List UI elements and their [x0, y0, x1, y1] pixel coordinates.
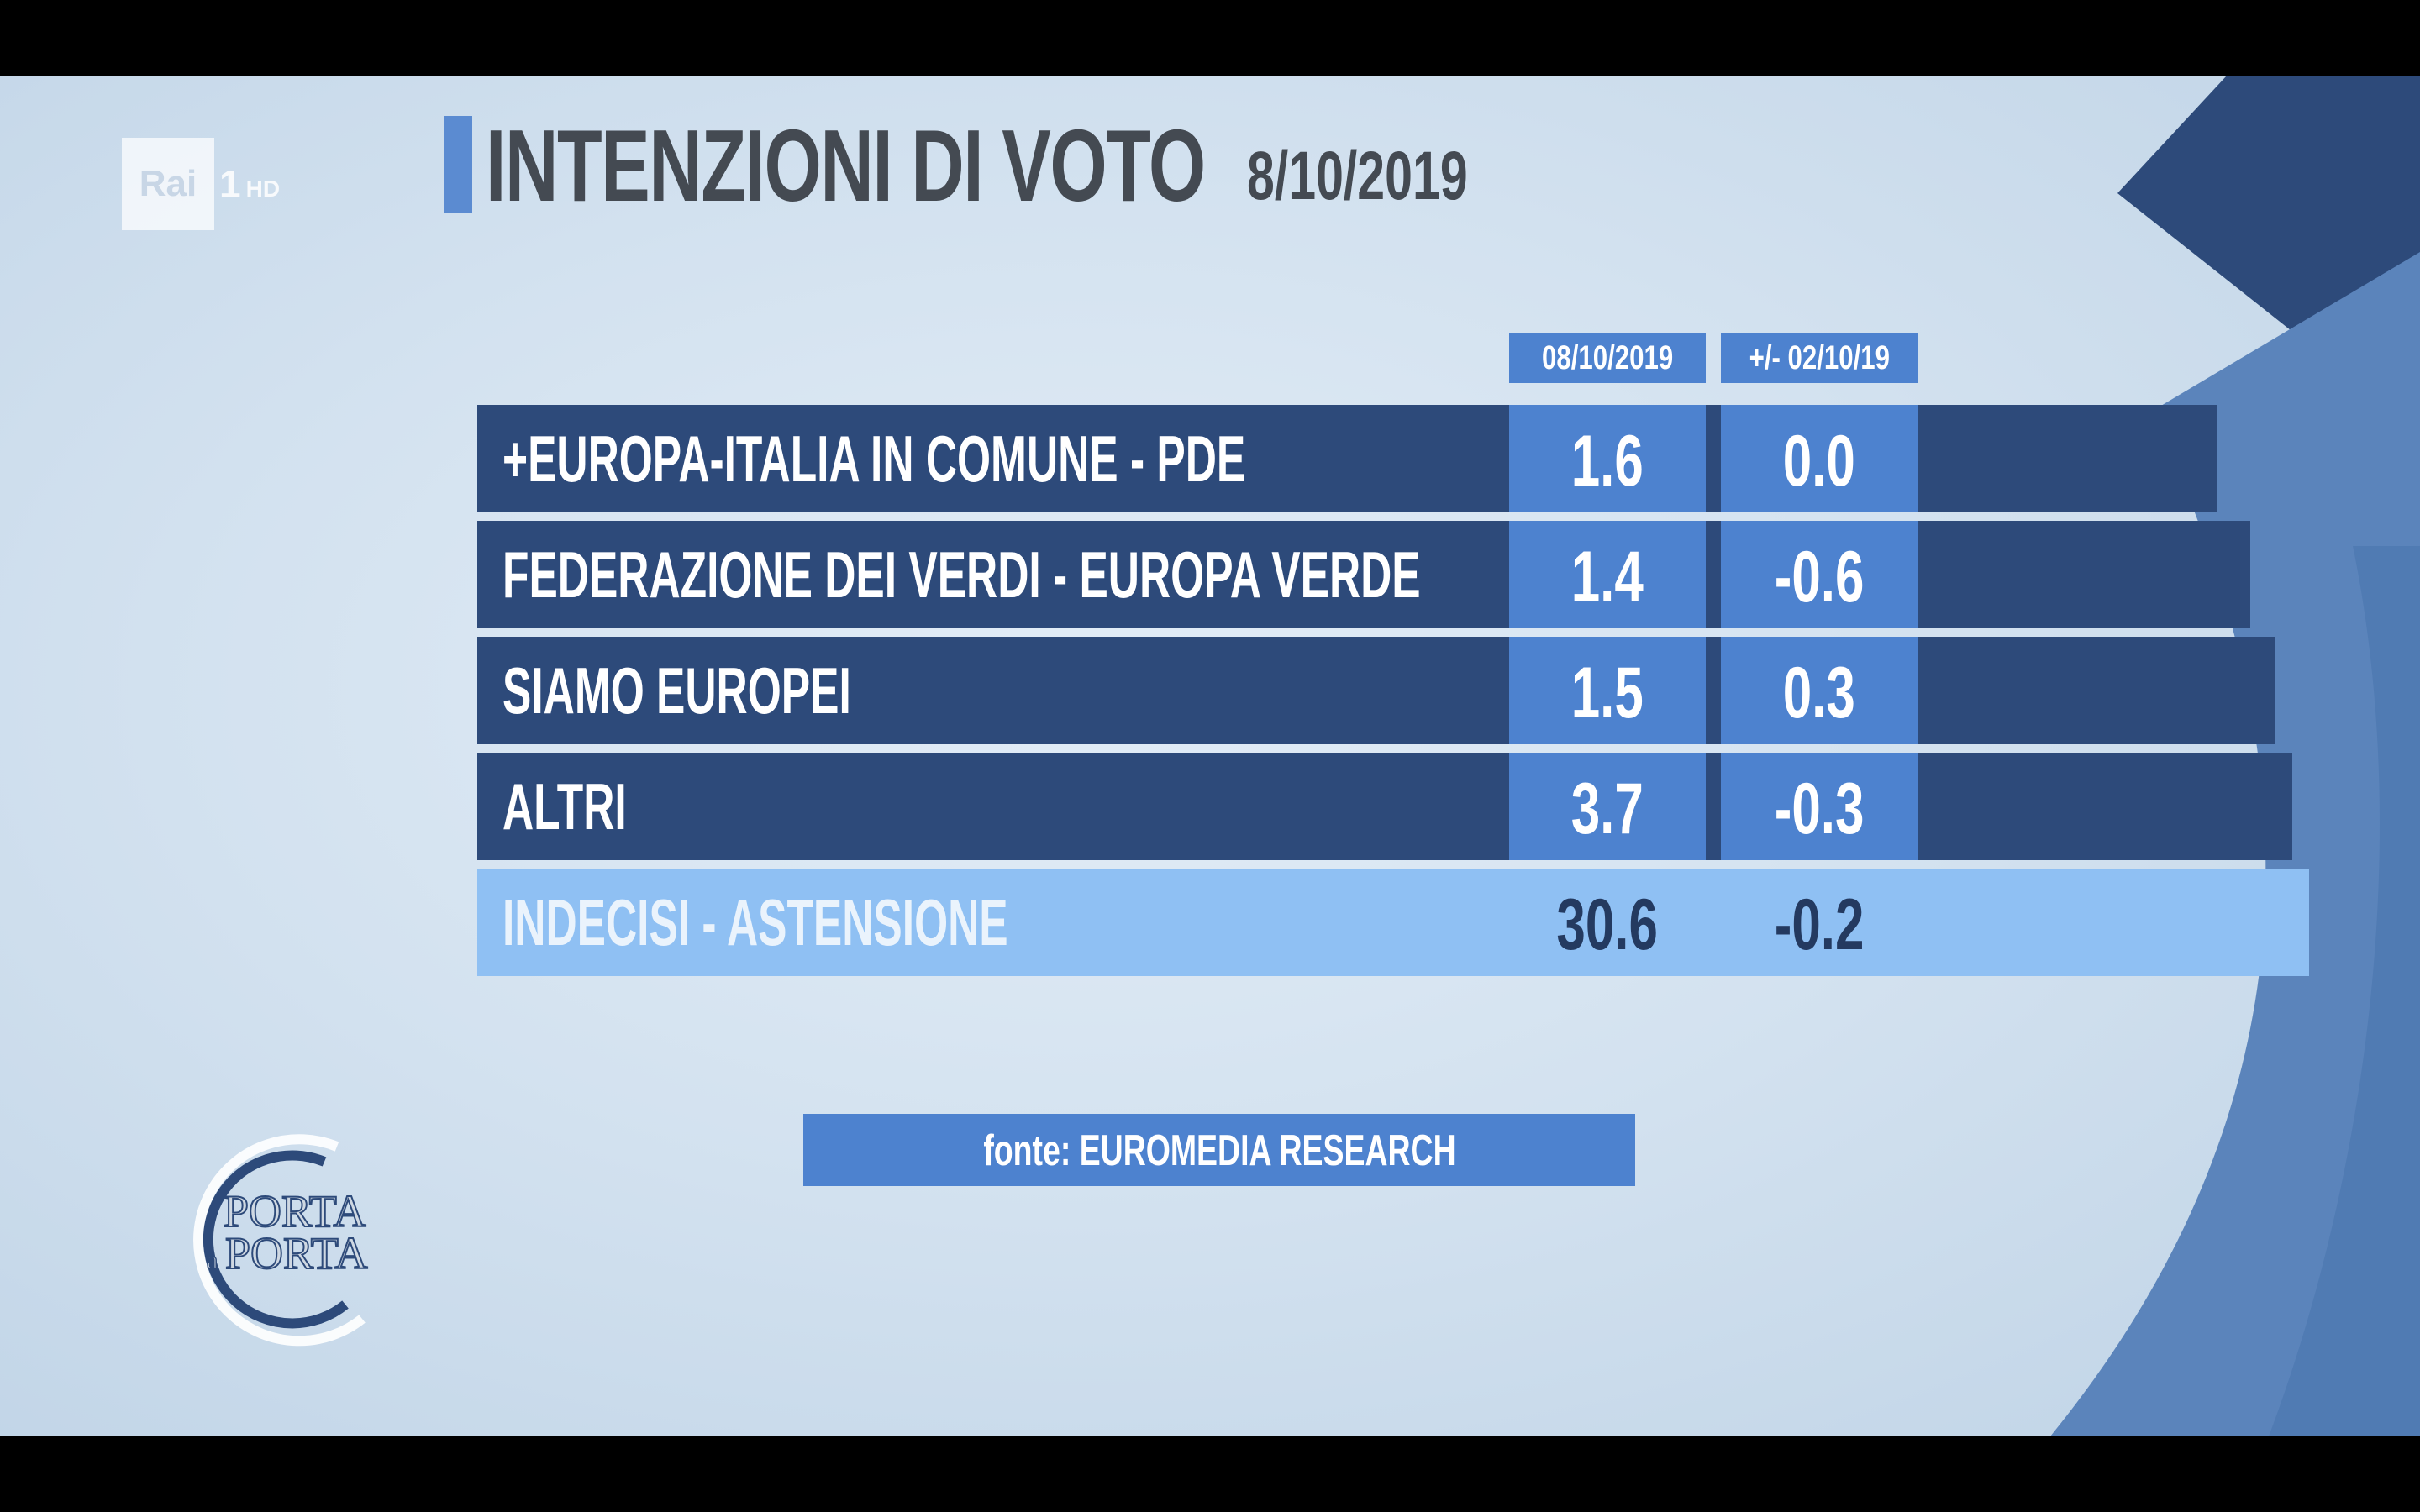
summary-value: 30.6 — [1556, 885, 1659, 965]
row-label: +EUROPA-ITALIA IN COMUNE - PDE — [502, 422, 1246, 496]
background-decoration — [2050, 76, 2420, 1436]
row-value: 1.6 — [1509, 405, 1706, 512]
svg-text:PORTA: PORTA — [225, 1228, 367, 1278]
row-label: ALTRI — [502, 769, 627, 843]
broadcast-screen: Rai 1 HD INTENZIONI DI VOTO 8/10/2019 08… — [0, 76, 2420, 1436]
source-caption: fonte: EUROMEDIA RESEARCH — [803, 1114, 1635, 1186]
summary-label: INDECISI - ASTENSIONE — [502, 885, 1008, 959]
summary-change: -0.2 — [1774, 885, 1865, 965]
table-row: ALTRI 3.7 -0.3 — [477, 753, 2292, 860]
title-accent-bar — [444, 116, 472, 213]
summary-row: INDECISI - ASTENSIONE 30.6 -0.2 — [477, 869, 2309, 976]
row-value: 1.5 — [1509, 637, 1706, 744]
channel-number: 1 — [219, 162, 241, 206]
column-header-current: 08/10/2019 — [1509, 333, 1706, 383]
table-row: FEDERAZIONE DEI VERDI - EUROPA VERDE 1.4… — [477, 521, 2250, 628]
row-label: FEDERAZIONE DEI VERDI - EUROPA VERDE — [502, 538, 1421, 612]
column-header-change: +/- 02/10/19 — [1721, 333, 1918, 383]
row-value: 3.7 — [1509, 753, 1706, 860]
row-change: -0.3 — [1721, 753, 1918, 860]
row-label: SIAMO EUROPEI — [502, 654, 851, 727]
title-date: 8/10/2019 — [1247, 138, 1468, 214]
hd-badge: HD — [245, 176, 281, 202]
page-title: INTENZIONI DI VOTO — [486, 108, 1206, 223]
svg-text:PORTA: PORTA — [224, 1186, 366, 1236]
row-change: 0.3 — [1721, 637, 1918, 744]
porta-a-porta-logo: PORTA a PORTA — [193, 1134, 368, 1347]
table-row: SIAMO EUROPEI 1.5 0.3 — [477, 637, 2275, 744]
table-row: +EUROPA-ITALIA IN COMUNE - PDE 1.6 0.0 — [477, 405, 2217, 512]
svg-text:a: a — [207, 1247, 218, 1274]
row-change: -0.6 — [1721, 521, 1918, 628]
rai-logo-box: Rai — [122, 138, 214, 230]
row-change: 0.0 — [1721, 405, 1918, 512]
row-value: 1.4 — [1509, 521, 1706, 628]
channel-logo: Rai 1 HD — [122, 138, 280, 230]
